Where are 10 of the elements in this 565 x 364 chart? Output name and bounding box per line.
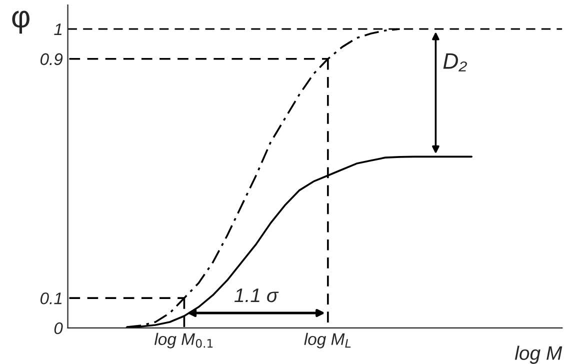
y-tick-label: 0.1 — [40, 292, 62, 304]
x-axis-title: log M — [514, 346, 562, 364]
x-tick-label: log M$_{L}$ — [304, 332, 351, 348]
y-axis-title: φ — [12, 10, 30, 34]
y-tick-label: 1 — [54, 24, 62, 36]
y-tick-label: 0.9 — [40, 53, 63, 66]
x-tick-label: log M$_{0.1}$ — [154, 332, 213, 348]
annotation: D₂ — [443, 53, 467, 72]
y-tick-label: 0 — [54, 322, 63, 334]
annotation: 1.1 σ — [234, 288, 279, 302]
